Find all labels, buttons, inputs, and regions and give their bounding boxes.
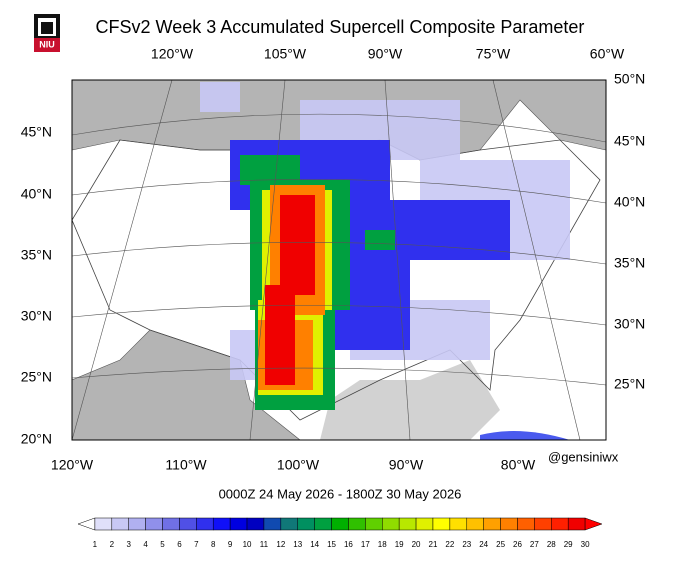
colorbar-cell: [246, 517, 265, 531]
lat-label: 45°N: [21, 124, 52, 140]
colorbar-label: 7: [194, 540, 199, 549]
colorbar-cell: [145, 517, 163, 531]
colorbar-cell: [584, 517, 603, 531]
colorbar-label: 16: [344, 540, 353, 549]
lon-label: 90°W: [368, 46, 403, 62]
colorbar-label: 27: [530, 540, 539, 549]
lon-label: 60°W: [590, 46, 625, 62]
colorbar-cell: [196, 517, 214, 531]
colorbar-cell: [534, 517, 552, 531]
logo: NIU: [34, 14, 60, 52]
colorbar-cell: [449, 517, 468, 531]
title: CFSv2 Week 3 Accumulated Supercell Compo…: [96, 17, 585, 37]
colorbar-cell: [229, 517, 248, 531]
colorbar-cell: [500, 517, 518, 531]
colorbar-label: 22: [445, 540, 454, 549]
colorbar-label: 6: [177, 540, 182, 549]
colorbar-cell: [162, 517, 180, 531]
colorbar-label: 17: [361, 540, 370, 549]
colorbar-cell: [466, 517, 484, 531]
colorbar-cell: [263, 517, 282, 531]
lat-label: 40°N: [614, 194, 645, 210]
lon-label: 120°W: [151, 46, 194, 62]
lon-label: 100°W: [277, 457, 320, 473]
colorbar-label: 15: [327, 540, 336, 549]
lat-label: 25°N: [21, 369, 52, 385]
lat-label: 45°N: [614, 133, 645, 149]
colorbar-cell: [398, 517, 417, 531]
lon-label: 75°W: [476, 46, 511, 62]
lat-label: 50°N: [614, 71, 645, 87]
lon-label: 110°W: [165, 457, 207, 473]
colorbar-label: 4: [143, 540, 148, 549]
colorbar-cell: [331, 517, 349, 531]
colorbar-label: 21: [429, 540, 438, 549]
colorbar-cell: [111, 517, 129, 531]
lat-label: 35°N: [21, 247, 52, 263]
colorbar-cell: [348, 517, 366, 531]
colorbar-label: 9: [228, 540, 233, 549]
colorbar-cell: [179, 517, 197, 531]
colorbar-cell: [280, 517, 298, 531]
colorbar-label: 5: [160, 540, 165, 549]
axis-labels: 120°W 105°W 90°W 75°W 60°W 50°N 45°N 40°N 35°N 30…: [21, 46, 646, 473]
colorbar-cell: [567, 517, 586, 531]
colorbar-cell: [551, 517, 569, 531]
colorbar-label: 30: [581, 540, 590, 549]
colorbar-label: 11: [260, 540, 269, 549]
colorbar-label: 24: [479, 540, 488, 549]
colorbar-label: 26: [513, 540, 522, 549]
colorbar-label: 2: [110, 540, 115, 549]
colorbar-cell: [297, 517, 315, 531]
colorbar-label: 19: [395, 540, 404, 549]
colorbar-label: 25: [496, 540, 505, 549]
lon-label: 120°W: [51, 457, 94, 473]
colorbar-cell: [365, 517, 383, 531]
colorbar-label: 23: [462, 540, 471, 549]
colorbar-cell: [314, 517, 332, 531]
lat-label: 30°N: [21, 308, 52, 324]
colorbar-label: 13: [293, 540, 302, 549]
colorbar-label: 28: [547, 540, 556, 549]
colorbar-label: 20: [412, 540, 421, 549]
colorbar-label: 12: [276, 540, 285, 549]
colorbar-label: 18: [378, 540, 387, 549]
lat-label: 25°N: [614, 376, 645, 392]
colorbar-label: 8: [211, 540, 216, 549]
lat-label: 20°N: [21, 431, 52, 447]
colorbar-cell: [415, 517, 434, 531]
lon-label: 105°W: [264, 46, 307, 62]
colorbar-cell: [77, 517, 96, 531]
colorbar-cell: [432, 517, 451, 531]
lon-label: 80°W: [501, 457, 536, 473]
colorbar-label: 10: [243, 540, 252, 549]
colorbar-label: 14: [310, 540, 319, 549]
colorbar-cell: [212, 517, 231, 531]
lat-label: 30°N: [614, 316, 645, 332]
logo-text: NIU: [39, 39, 55, 49]
map: [71, 79, 607, 441]
lat-label: 40°N: [21, 186, 52, 202]
lon-label: 90°W: [389, 457, 424, 473]
colorbar-cell: [94, 517, 113, 531]
colorbar-cell: [517, 517, 535, 531]
colorbar-label: 3: [126, 540, 131, 549]
colorbar-cell: [483, 517, 501, 531]
colorbar-cell: [382, 517, 400, 531]
colorbar-label: 1: [93, 540, 98, 549]
lat-label: 35°N: [614, 255, 645, 271]
credit: @gensiniwx: [548, 449, 619, 464]
colorbar-cell: [128, 517, 146, 531]
colorbar: 1 2 3 4 5 6 7 8 9 10 11 12 13 14 15 16 17 18 19 20 21 22 23 24 2…: [77, 517, 603, 549]
colorbar-label: 29: [564, 540, 573, 549]
date-range: 0000Z 24 May 2026 - 1800Z 30 May 2026: [219, 486, 462, 501]
